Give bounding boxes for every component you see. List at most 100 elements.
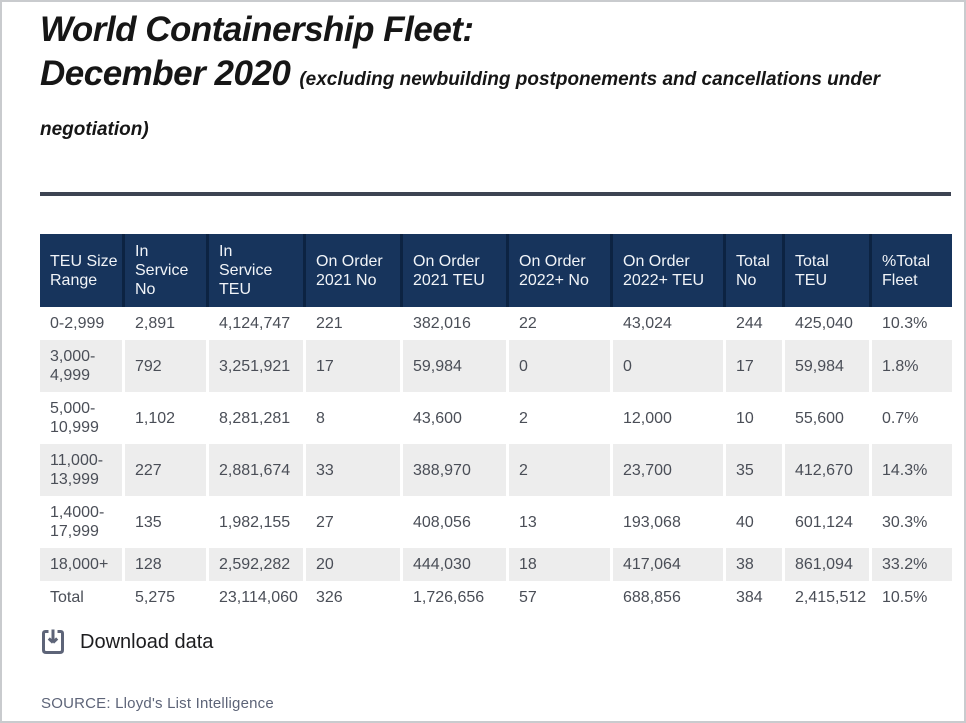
table-cell: 43,600	[400, 392, 506, 444]
table-cell: 1,102	[122, 392, 206, 444]
page-title: World Containership Fleet: December 2020(…	[40, 8, 952, 152]
row-label-cell: 5,000-10,999	[40, 392, 122, 444]
table-cell: 412,670	[782, 444, 869, 496]
column-header-3: On Order 2021 No	[303, 234, 400, 307]
table-cell: 2,881,674	[206, 444, 303, 496]
table-cell: 601,124	[782, 496, 869, 548]
column-header-9: %Total Fleet	[869, 234, 952, 307]
column-header-7: Total No	[723, 234, 782, 307]
table-cell: 20	[303, 548, 400, 581]
fleet-table-body: 0-2,999 2,891 4,124,747 221 382,016 22 43,024 2…	[40, 307, 952, 614]
table-cell: 13	[506, 496, 610, 548]
table-cell: 1.8%	[869, 340, 952, 392]
table-cell: 27	[303, 496, 400, 548]
table-cell: 10	[723, 392, 782, 444]
total-row: Total 5,275 23,114,060 326 1,726,656 57 688,85…	[40, 581, 952, 614]
table-row: 5,000-10,999 1,102 8,281,281 8 43,600 2 12,000…	[40, 392, 952, 444]
table-cell: 8	[303, 392, 400, 444]
table-cell: 221	[303, 307, 400, 340]
table-cell: 417,064	[610, 548, 723, 581]
table-cell: 57	[506, 581, 610, 614]
table-cell: 12,000	[610, 392, 723, 444]
table-cell: 23,700	[610, 444, 723, 496]
table-cell: 33.2%	[869, 548, 952, 581]
table-cell: 425,040	[782, 307, 869, 340]
column-header-2: In Service TEU	[206, 234, 303, 307]
header-row: TEU Size Range In Service No In Service TE…	[40, 234, 952, 307]
column-header-8: Total TEU	[782, 234, 869, 307]
table-cell: 59,984	[400, 340, 506, 392]
table-row: 3,000-4,999 792 3,251,921 17 59,984 0 0 17 59,98…	[40, 340, 952, 392]
table-cell: 10.3%	[869, 307, 952, 340]
table-cell: 688,856	[610, 581, 723, 614]
table-cell: 22	[506, 307, 610, 340]
table-cell: 0	[506, 340, 610, 392]
table-cell: 35	[723, 444, 782, 496]
table-cell: 0.7%	[869, 392, 952, 444]
table-row: 0-2,999 2,891 4,124,747 221 382,016 22 43,024 2…	[40, 307, 952, 340]
row-label-cell: 18,000+	[40, 548, 122, 581]
table-cell: 40	[723, 496, 782, 548]
row-label-cell: Total	[40, 581, 122, 614]
table-cell: 444,030	[400, 548, 506, 581]
table-cell: 135	[122, 496, 206, 548]
source-text: SOURCE: Lloyd's List Intelligence	[41, 695, 274, 712]
table-cell: 8,281,281	[206, 392, 303, 444]
download-label: Download data	[80, 630, 214, 653]
title-subtitle: (excluding newbuilding postponements and…	[40, 69, 880, 140]
column-header-6: On Order 2022+ TEU	[610, 234, 723, 307]
fleet-table: TEU Size Range In Service No In Service TE…	[40, 234, 952, 614]
table-cell: 384	[723, 581, 782, 614]
table-cell: 2	[506, 444, 610, 496]
table-cell: 326	[303, 581, 400, 614]
title-line-1: World Containership Fleet:	[40, 10, 474, 49]
table-cell: 2,891	[122, 307, 206, 340]
table-cell: 1,982,155	[206, 496, 303, 548]
column-header-0: TEU Size Range	[40, 234, 122, 307]
row-label-cell: 11,000-13,999	[40, 444, 122, 496]
table-cell: 861,094	[782, 548, 869, 581]
table-cell: 38	[723, 548, 782, 581]
table-cell: 10.5%	[869, 581, 952, 614]
table-cell: 2,415,512	[782, 581, 869, 614]
row-label-cell: 0-2,999	[40, 307, 122, 340]
table-cell: 3,251,921	[206, 340, 303, 392]
table-cell: 4,124,747	[206, 307, 303, 340]
table-cell: 382,016	[400, 307, 506, 340]
table-cell: 59,984	[782, 340, 869, 392]
table-cell: 2,592,282	[206, 548, 303, 581]
row-label-cell: 1,4000-17,999	[40, 496, 122, 548]
row-label-cell: 3,000-4,999	[40, 340, 122, 392]
table-cell: 0	[610, 340, 723, 392]
title-line-2: December 2020	[40, 54, 291, 93]
table-cell: 388,970	[400, 444, 506, 496]
table-cell: 33	[303, 444, 400, 496]
table-cell: 23,114,060	[206, 581, 303, 614]
table-cell: 55,600	[782, 392, 869, 444]
table-cell: 227	[122, 444, 206, 496]
download-icon	[40, 628, 66, 656]
table-cell: 128	[122, 548, 206, 581]
table-cell: 1,726,656	[400, 581, 506, 614]
table-cell: 43,024	[610, 307, 723, 340]
column-header-5: On Order 2022+ No	[506, 234, 610, 307]
table-cell: 193,068	[610, 496, 723, 548]
table-cell: 5,275	[122, 581, 206, 614]
table-cell: 18	[506, 548, 610, 581]
table-cell: 408,056	[400, 496, 506, 548]
title-divider	[40, 192, 951, 196]
table-cell: 2	[506, 392, 610, 444]
column-header-4: On Order 2021 TEU	[400, 234, 506, 307]
table-row: 11,000-13,999 227 2,881,674 33 388,970 2 23,70…	[40, 444, 952, 496]
table-cell: 14.3%	[869, 444, 952, 496]
fleet-table-head: TEU Size Range In Service No In Service TE…	[40, 234, 952, 307]
column-header-1: In Service No	[122, 234, 206, 307]
table-row: 1,4000-17,999 135 1,982,155 27 408,056 13 193,…	[40, 496, 952, 548]
table-cell: 244	[723, 307, 782, 340]
table-row: 18,000+ 128 2,592,282 20 444,030 18 417,064 38 8…	[40, 548, 952, 581]
table-cell: 792	[122, 340, 206, 392]
table-cell: 30.3%	[869, 496, 952, 548]
download-data-button[interactable]: Download data	[40, 628, 213, 656]
table-cell: 17	[303, 340, 400, 392]
